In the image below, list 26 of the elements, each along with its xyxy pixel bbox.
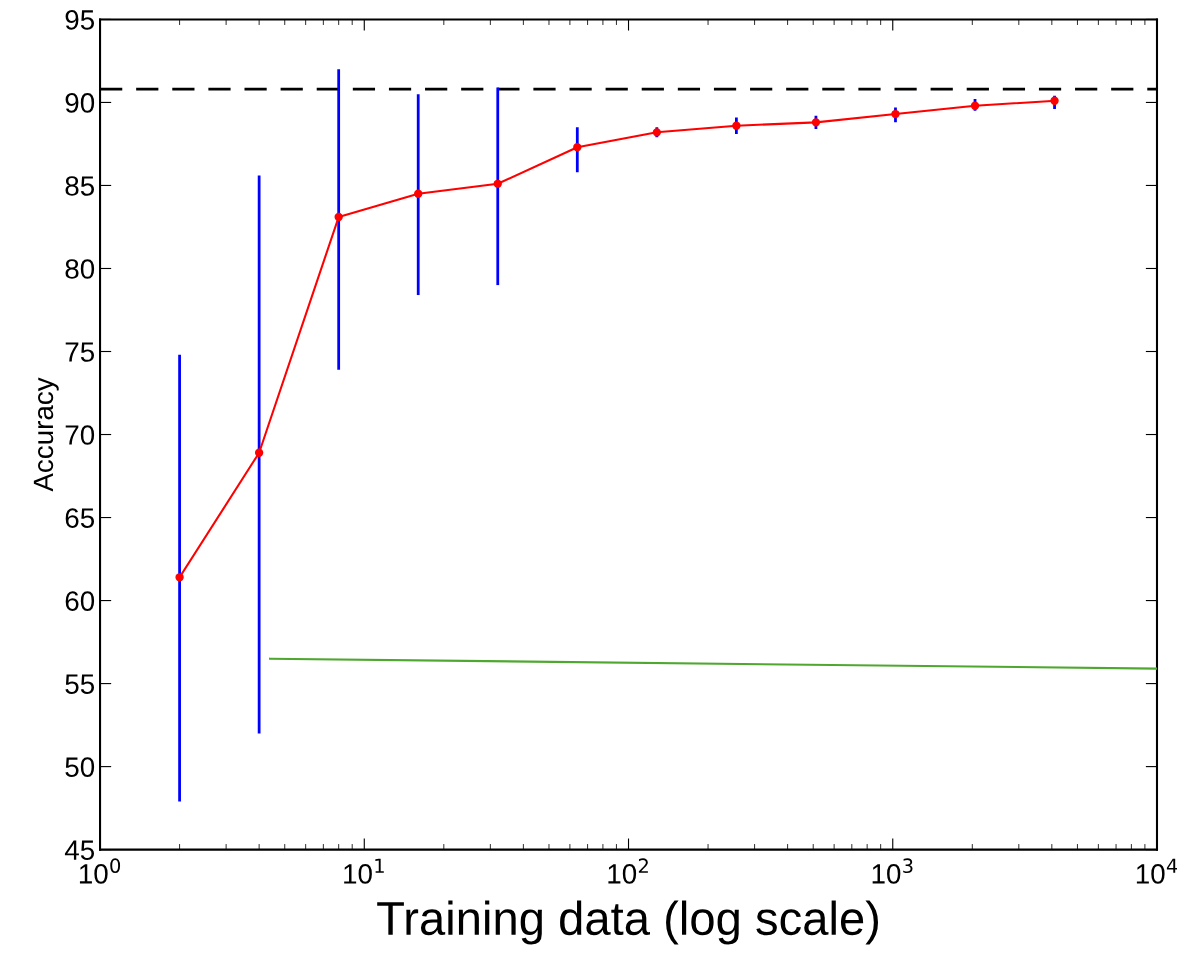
y-tick-label: 75 xyxy=(65,342,95,362)
y-tick-label: 65 xyxy=(65,508,95,528)
y-tick-label: 95 xyxy=(65,10,95,30)
y-tick-label: 85 xyxy=(65,176,95,196)
y-tick-label: 55 xyxy=(65,674,95,694)
point xyxy=(493,179,502,188)
x-axis-title: Training data (log scale) xyxy=(377,900,879,945)
point xyxy=(891,109,900,119)
x-tick-label: 10$^{3}$ xyxy=(872,858,913,884)
x-tick-label: 10$^{2}$ xyxy=(608,858,648,884)
y-tick-label: 45 xyxy=(64,840,95,860)
point xyxy=(414,189,423,198)
point xyxy=(334,212,343,222)
point xyxy=(175,573,184,582)
y-tick-label: 80 xyxy=(65,259,95,279)
x-tick-label: 10$^{4}$ xyxy=(1136,858,1177,884)
point xyxy=(254,448,264,457)
y-axis-title: Accuracy xyxy=(33,377,59,492)
point xyxy=(1050,96,1059,105)
y-tick-label: 90 xyxy=(65,93,95,113)
point xyxy=(573,143,582,152)
x-tick-label: 10$^{1}$ xyxy=(344,858,384,884)
point xyxy=(732,121,741,130)
y-tick-label: 60 xyxy=(65,591,95,611)
y-tick-label: 70 xyxy=(65,425,95,445)
y-tick-label: 50 xyxy=(65,757,95,777)
